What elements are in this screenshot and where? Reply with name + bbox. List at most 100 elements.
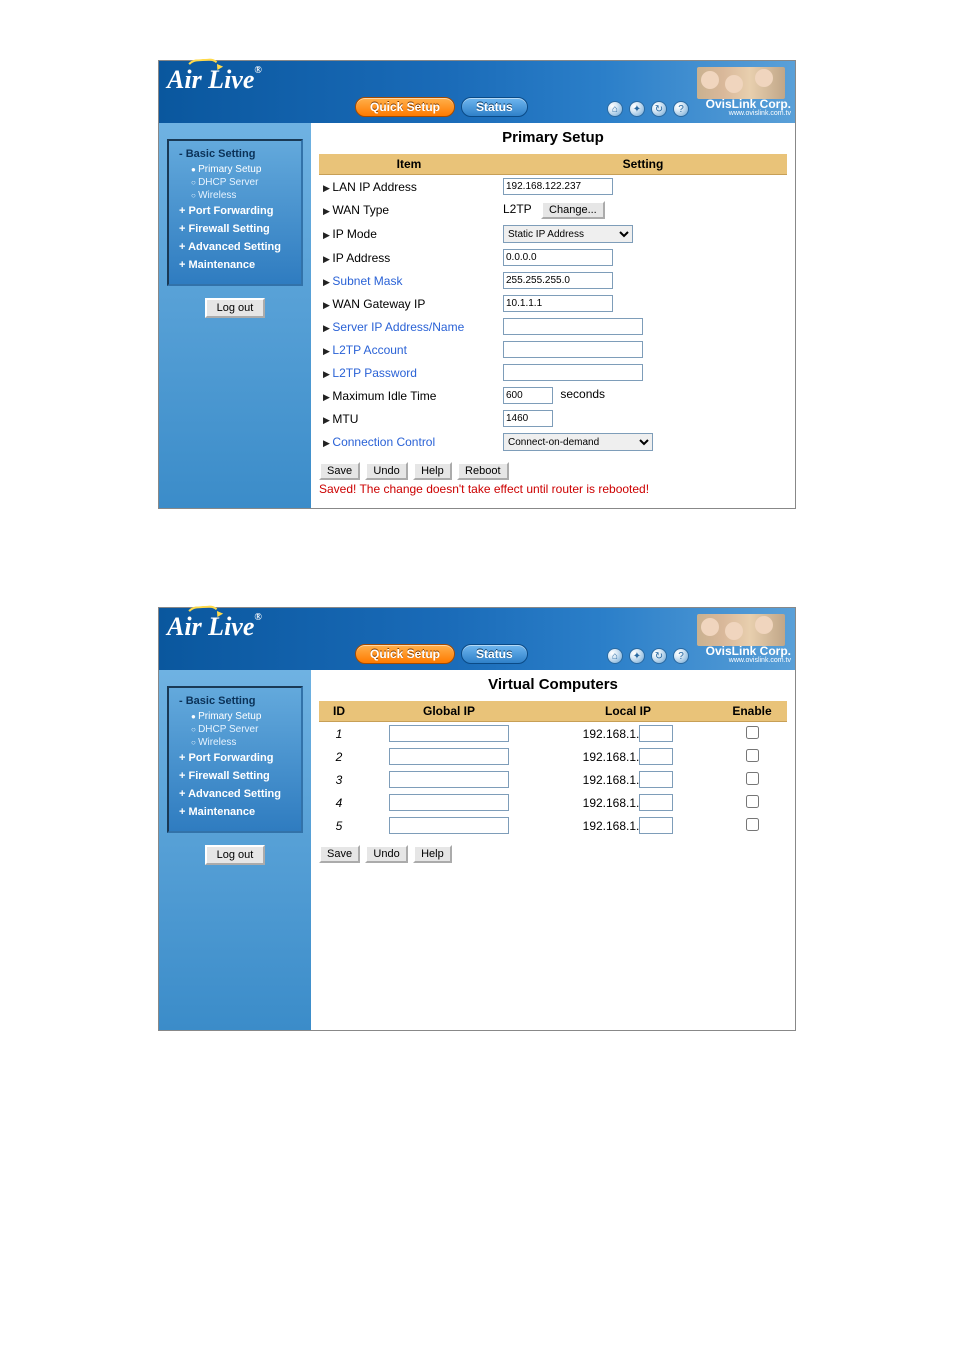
label-connection-control: Connection Control <box>319 430 499 454</box>
sidebar-maintenance[interactable]: Maintenance <box>175 256 295 274</box>
select-connection-control[interactable]: Connect-on-demand <box>503 433 653 451</box>
help-button[interactable]: Help <box>413 462 452 480</box>
tab-status[interactable]: Status <box>461 97 528 117</box>
input-server-ip[interactable] <box>503 318 643 335</box>
cell-id: 1 <box>319 722 359 746</box>
logout-button[interactable]: Log out <box>205 298 266 318</box>
sidebar-basic-setting[interactable]: Basic Setting <box>175 145 295 163</box>
corp-photo <box>697 67 785 99</box>
input-global-ip[interactable] <box>389 748 509 765</box>
label-wan-gateway: WAN Gateway IP <box>319 292 499 315</box>
sidebar: Basic Setting Primary Setup DHCP Server … <box>159 670 311 1030</box>
sidebar-advanced-setting[interactable]: Advanced Setting <box>175 785 295 803</box>
sidebar-firewall-setting[interactable]: Firewall Setting <box>175 220 295 238</box>
sidebar-item-primary-setup[interactable]: Primary Setup <box>175 163 295 176</box>
input-mtu[interactable] <box>503 410 553 427</box>
button-row: Save Undo Help <box>319 837 787 863</box>
input-global-ip[interactable] <box>389 794 509 811</box>
sidebar-port-forwarding[interactable]: Port Forwarding <box>175 749 295 767</box>
sidebar-item-primary-setup[interactable]: Primary Setup <box>175 710 295 723</box>
change-wan-type-button[interactable]: Change... <box>541 201 605 219</box>
table-header-row: Item Setting <box>319 154 787 175</box>
table-row: 4192.168.1. <box>319 791 787 814</box>
body: Basic Setting Primary Setup DHCP Server … <box>159 670 795 1030</box>
input-subnet-mask[interactable] <box>503 272 613 289</box>
input-local-ip[interactable] <box>639 748 673 765</box>
sidebar: Basic Setting Primary Setup DHCP Server … <box>159 123 311 508</box>
undo-button[interactable]: Undo <box>365 462 407 480</box>
sidebar-firewall-setting[interactable]: Firewall Setting <box>175 767 295 785</box>
sidebar-basic-setting[interactable]: Basic Setting <box>175 692 295 710</box>
undo-button[interactable]: Undo <box>365 845 407 863</box>
content-virtual-computers: Virtual Computers ID Global IP Local IP … <box>311 670 795 1030</box>
content-primary-setup: Primary Setup Item Setting LAN IP Addres… <box>311 123 795 508</box>
corp-url: www.ovislink.com.tv <box>691 657 791 664</box>
checkbox-enable[interactable] <box>746 818 759 831</box>
local-ip-prefix: 192.168.1. <box>583 819 640 833</box>
home-icon[interactable]: ⌂ <box>607 101 623 117</box>
checkbox-enable[interactable] <box>746 772 759 785</box>
save-button[interactable]: Save <box>319 845 360 863</box>
col-enable: Enable <box>717 701 787 722</box>
sidebar-advanced-setting[interactable]: Advanced Setting <box>175 238 295 256</box>
header: Air Live® Quick Setup Status ⌂ ✦ ↻ ? Ovi… <box>159 61 795 123</box>
col-id: ID <box>319 701 359 722</box>
input-local-ip[interactable] <box>639 794 673 811</box>
refresh-icon[interactable]: ↻ <box>651 648 667 664</box>
cell-id: 5 <box>319 814 359 837</box>
select-ip-mode[interactable]: Static IP Address <box>503 225 633 243</box>
tab-quick-setup[interactable]: Quick Setup <box>355 97 455 117</box>
logout-button[interactable]: Log out <box>205 845 266 865</box>
save-button[interactable]: Save <box>319 462 360 480</box>
refresh-icon[interactable]: ↻ <box>651 101 667 117</box>
input-local-ip[interactable] <box>639 817 673 834</box>
router-admin-window-virtual-computers: Air Live® Quick Setup Status ⌂ ✦ ↻ ? Ovi… <box>158 607 796 1031</box>
globe-icon[interactable]: ✦ <box>629 101 645 117</box>
label-mtu: MTU <box>319 407 499 430</box>
sidebar-maintenance[interactable]: Maintenance <box>175 803 295 821</box>
checkbox-enable[interactable] <box>746 749 759 762</box>
checkbox-enable[interactable] <box>746 795 759 808</box>
table-header-row: ID Global IP Local IP Enable <box>319 701 787 722</box>
label-max-idle: Maximum Idle Time <box>319 384 499 407</box>
input-lan-ip[interactable] <box>503 178 613 195</box>
input-max-idle[interactable] <box>503 387 553 404</box>
sidebar-item-dhcp-server[interactable]: DHCP Server <box>175 723 295 736</box>
corp-block: OvisLink Corp. www.ovislink.com.tv <box>691 612 791 666</box>
label-l2tp-account: L2TP Account <box>319 338 499 361</box>
sidebar-port-forwarding[interactable]: Port Forwarding <box>175 202 295 220</box>
checkbox-enable[interactable] <box>746 726 759 739</box>
input-global-ip[interactable] <box>389 725 509 742</box>
corp-url: www.ovislink.com.tv <box>691 110 791 117</box>
body: Basic Setting Primary Setup DHCP Server … <box>159 123 795 508</box>
corp-name: OvisLink Corp. <box>691 99 791 110</box>
label-wan-type: WAN Type <box>319 198 499 222</box>
tab-status[interactable]: Status <box>461 644 528 664</box>
sidebar-item-wireless[interactable]: Wireless <box>175 736 295 749</box>
input-local-ip[interactable] <box>639 771 673 788</box>
input-global-ip[interactable] <box>389 771 509 788</box>
sidebar-menu: Basic Setting Primary Setup DHCP Server … <box>167 686 303 833</box>
page-title: Primary Setup <box>319 123 787 154</box>
help-button[interactable]: Help <box>413 845 452 863</box>
reboot-button[interactable]: Reboot <box>457 462 508 480</box>
globe-icon[interactable]: ✦ <box>629 648 645 664</box>
input-global-ip[interactable] <box>389 817 509 834</box>
input-l2tp-account[interactable] <box>503 341 643 358</box>
sidebar-item-dhcp-server[interactable]: DHCP Server <box>175 176 295 189</box>
local-ip-prefix: 192.168.1. <box>583 796 640 810</box>
help-icon[interactable]: ? <box>673 648 689 664</box>
router-admin-window-primary-setup: Air Live® Quick Setup Status ⌂ ✦ ↻ ? Ovi… <box>158 60 796 509</box>
help-icon[interactable]: ? <box>673 101 689 117</box>
local-ip-prefix: 192.168.1. <box>583 727 640 741</box>
tab-quick-setup[interactable]: Quick Setup <box>355 644 455 664</box>
input-l2tp-password[interactable] <box>503 364 643 381</box>
local-ip-prefix: 192.168.1. <box>583 750 640 764</box>
local-ip-prefix: 192.168.1. <box>583 773 640 787</box>
input-local-ip[interactable] <box>639 725 673 742</box>
input-wan-gateway[interactable] <box>503 295 613 312</box>
home-icon[interactable]: ⌂ <box>607 648 623 664</box>
sidebar-item-wireless[interactable]: Wireless <box>175 189 295 202</box>
suffix-seconds: seconds <box>560 387 605 401</box>
input-ip-address[interactable] <box>503 249 613 266</box>
